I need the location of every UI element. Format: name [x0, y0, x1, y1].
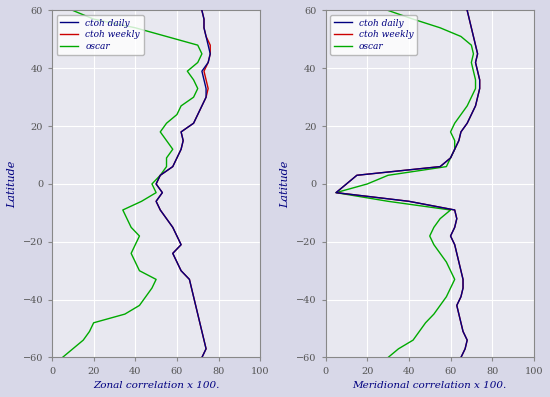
Y-axis label: Latitude: Latitude: [280, 160, 290, 208]
Legend: ctoh daily, ctoh weekly, oscar: ctoh daily, ctoh weekly, oscar: [57, 15, 144, 55]
Y-axis label: Latitude: Latitude: [7, 160, 17, 208]
X-axis label: Zonal correlation x 100.: Zonal correlation x 100.: [93, 381, 219, 390]
Legend: ctoh daily, ctoh weekly, oscar: ctoh daily, ctoh weekly, oscar: [330, 15, 417, 55]
X-axis label: Meridional correlation x 100.: Meridional correlation x 100.: [353, 381, 507, 390]
